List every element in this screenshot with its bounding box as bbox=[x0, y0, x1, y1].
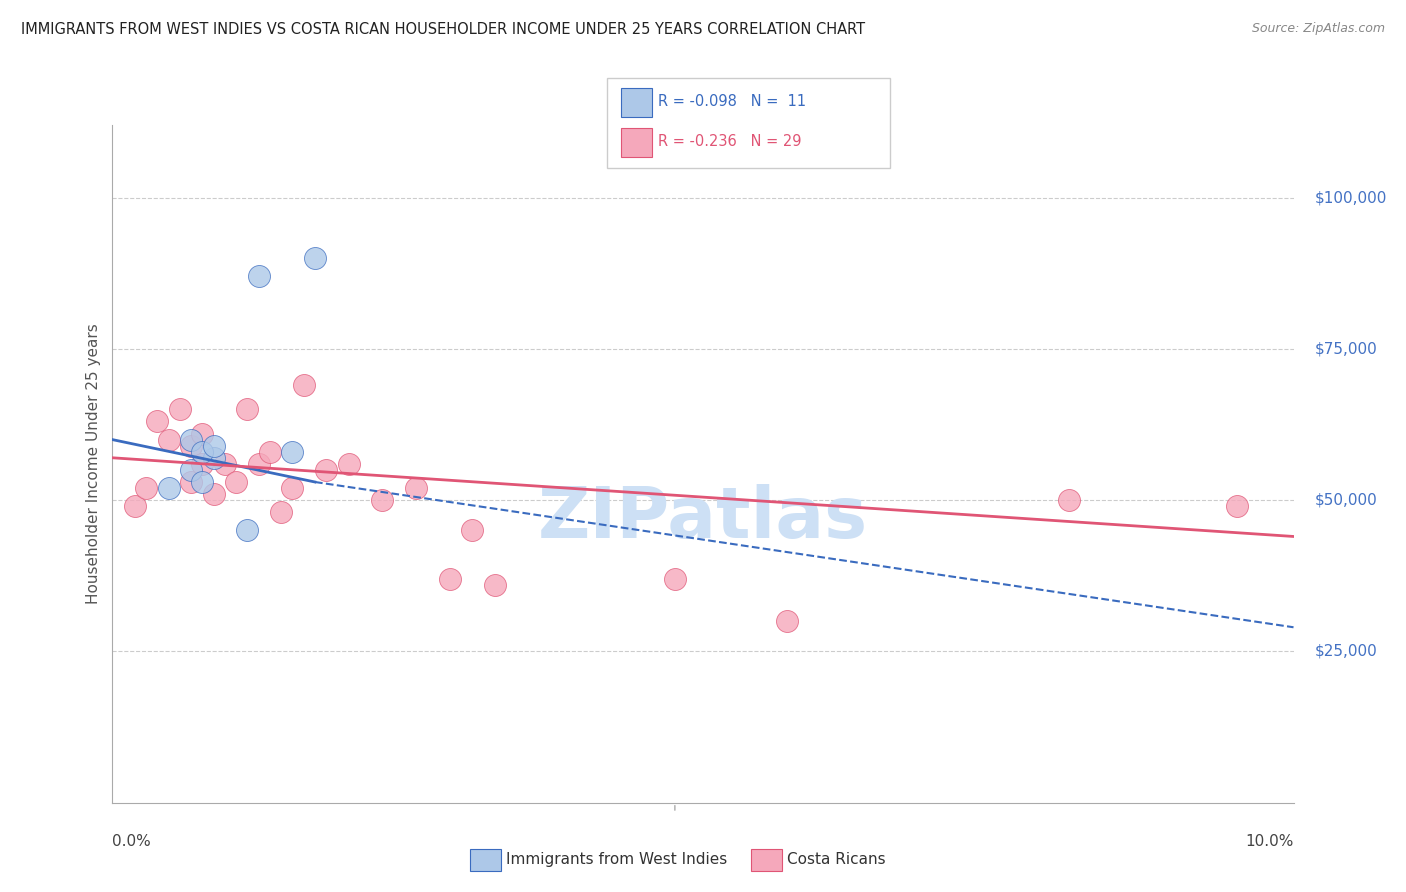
Point bbox=[664, 572, 686, 586]
Point bbox=[247, 457, 270, 471]
Text: Costa Ricans: Costa Ricans bbox=[787, 853, 886, 867]
Point bbox=[484, 578, 506, 592]
Point bbox=[259, 444, 281, 458]
Point bbox=[180, 463, 202, 477]
Point bbox=[281, 444, 304, 458]
Point bbox=[247, 269, 270, 284]
Point bbox=[191, 426, 214, 441]
Point bbox=[1057, 493, 1080, 508]
Point bbox=[439, 572, 461, 586]
Point bbox=[304, 251, 326, 265]
Point bbox=[180, 439, 202, 453]
Point bbox=[1226, 500, 1249, 514]
Point bbox=[315, 463, 337, 477]
Point bbox=[776, 614, 799, 628]
Point bbox=[124, 500, 146, 514]
Point bbox=[191, 444, 214, 458]
Point bbox=[180, 475, 202, 489]
Point bbox=[281, 481, 304, 495]
Point bbox=[169, 402, 191, 417]
Point bbox=[202, 439, 225, 453]
Point bbox=[225, 475, 247, 489]
Text: $25,000: $25,000 bbox=[1315, 644, 1378, 659]
Point bbox=[337, 457, 360, 471]
Point bbox=[202, 450, 225, 465]
Point bbox=[202, 487, 225, 501]
Text: Source: ZipAtlas.com: Source: ZipAtlas.com bbox=[1251, 22, 1385, 36]
Text: R = -0.236   N = 29: R = -0.236 N = 29 bbox=[658, 135, 801, 149]
Text: $50,000: $50,000 bbox=[1315, 492, 1378, 508]
Text: ZIPatlas: ZIPatlas bbox=[538, 483, 868, 552]
Point bbox=[157, 433, 180, 447]
Point bbox=[236, 402, 259, 417]
Point bbox=[191, 475, 214, 489]
Text: $100,000: $100,000 bbox=[1315, 190, 1386, 205]
Point bbox=[191, 457, 214, 471]
Point bbox=[270, 505, 292, 519]
Point bbox=[214, 457, 236, 471]
Point bbox=[135, 481, 157, 495]
Text: R = -0.098   N =  11: R = -0.098 N = 11 bbox=[658, 95, 806, 109]
Text: $75,000: $75,000 bbox=[1315, 342, 1378, 356]
Point bbox=[461, 524, 484, 538]
Point bbox=[157, 481, 180, 495]
Text: 10.0%: 10.0% bbox=[1246, 834, 1294, 849]
Point bbox=[405, 481, 427, 495]
Y-axis label: Householder Income Under 25 years: Householder Income Under 25 years bbox=[86, 324, 101, 604]
Point bbox=[371, 493, 394, 508]
Point bbox=[292, 378, 315, 392]
Text: Immigrants from West Indies: Immigrants from West Indies bbox=[506, 853, 727, 867]
Point bbox=[146, 414, 169, 429]
Point bbox=[180, 433, 202, 447]
Text: IMMIGRANTS FROM WEST INDIES VS COSTA RICAN HOUSEHOLDER INCOME UNDER 25 YEARS COR: IMMIGRANTS FROM WEST INDIES VS COSTA RIC… bbox=[21, 22, 865, 37]
Text: 0.0%: 0.0% bbox=[112, 834, 152, 849]
Point bbox=[236, 524, 259, 538]
